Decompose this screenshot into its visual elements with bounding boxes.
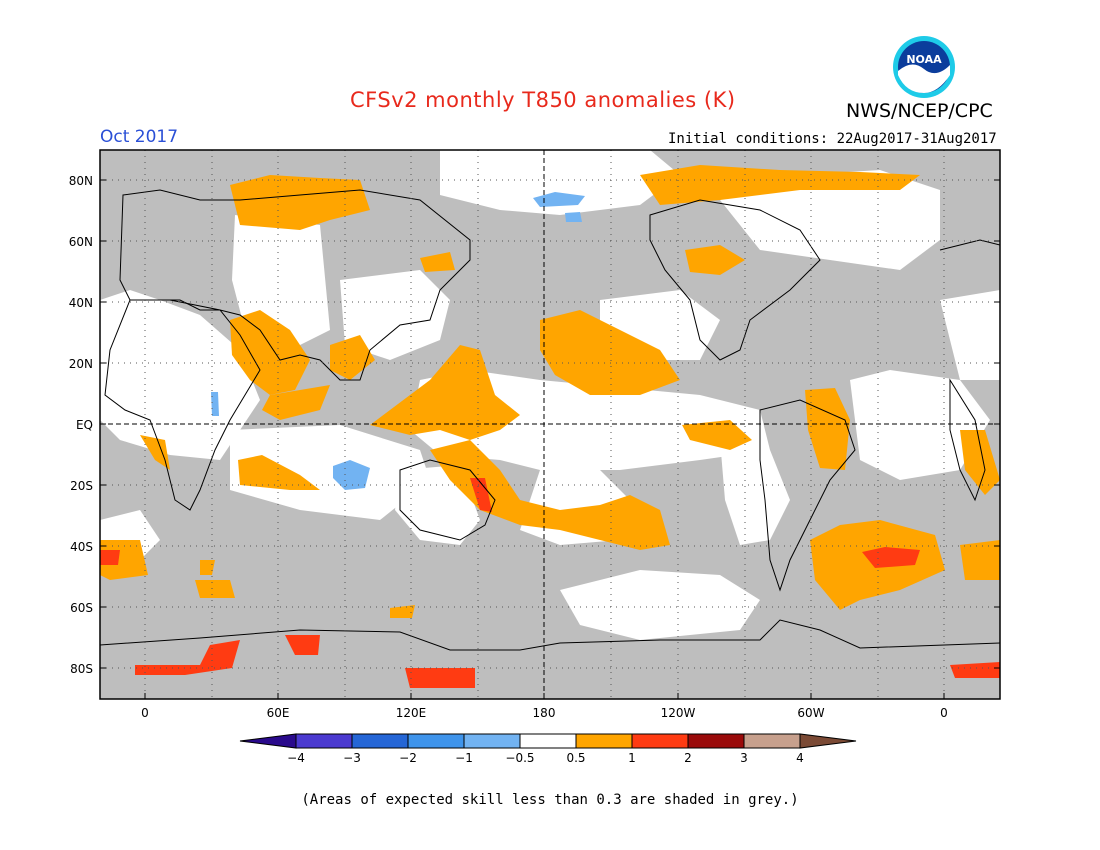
anomaly-shading bbox=[100, 150, 1000, 699]
lon-tick-label: 0 bbox=[940, 706, 948, 720]
colorbar-segment bbox=[575, 733, 633, 749]
organization-label: NWS/NCEP/CPC bbox=[846, 100, 993, 122]
lat-tick-label: EQ bbox=[76, 418, 93, 432]
colorbar-segments bbox=[239, 733, 857, 749]
colorbar-segment bbox=[743, 733, 801, 749]
initial-conditions: Initial conditions: 22Aug2017-31Aug2017 bbox=[668, 131, 997, 147]
warm-anomaly-1-2K bbox=[100, 478, 1000, 688]
latitude-ticks: 80N 60N 40N 20N EQ 20S 40S 60S 80S bbox=[69, 174, 1000, 676]
colorbar-segment bbox=[519, 733, 577, 749]
lon-tick-label: 180 bbox=[533, 706, 556, 720]
lat-tick-label: 40N bbox=[69, 296, 93, 310]
longitude-ticks: 0 60E 120E 180 120W 60W 0 bbox=[141, 693, 948, 720]
colorbar-label: −3 bbox=[343, 751, 361, 765]
colorbar-label: −4 bbox=[287, 751, 305, 765]
coastlines bbox=[100, 189, 1000, 651]
lat-tick-label: 20N bbox=[69, 357, 93, 371]
colorbar-segment bbox=[295, 733, 353, 749]
colorbar-segment bbox=[463, 733, 521, 749]
colorbar-segment bbox=[351, 733, 409, 749]
lon-tick-label: 0 bbox=[141, 706, 149, 720]
lon-tick-label: 60E bbox=[267, 706, 290, 720]
lon-tick-label: 60W bbox=[797, 706, 824, 720]
lat-tick-label: 80N bbox=[69, 174, 93, 188]
forecast-month: Oct 2017 bbox=[100, 127, 179, 147]
lat-tick-label: 80S bbox=[70, 662, 93, 676]
colorbar-label: −0.5 bbox=[505, 751, 534, 765]
colorbar-label: 3 bbox=[740, 751, 748, 765]
lat-tick-label: 60N bbox=[69, 235, 93, 249]
colorbar-segment bbox=[687, 733, 745, 749]
colorbar-arrow-high bbox=[799, 733, 857, 749]
lat-tick-label: 40S bbox=[70, 540, 93, 554]
noaa-logo: NOAA bbox=[893, 36, 955, 98]
colorbar: −4 −3 −2 −1 −0.5 0.5 1 2 3 4 bbox=[239, 733, 857, 765]
colorbar-label: 1 bbox=[628, 751, 636, 765]
lat-tick-label: 20S bbox=[70, 479, 93, 493]
colorbar-segment bbox=[407, 733, 465, 749]
lon-tick-label: 120E bbox=[396, 706, 427, 720]
colorbar-label: −2 bbox=[399, 751, 417, 765]
lat-tick-label: 60S bbox=[70, 601, 93, 615]
colorbar-label: −1 bbox=[455, 751, 473, 765]
colorbar-label: 2 bbox=[684, 751, 692, 765]
lon-tick-label: 120W bbox=[661, 706, 696, 720]
colorbar-arrow-low bbox=[239, 733, 297, 749]
cool-anomaly-0.5-1K bbox=[211, 192, 585, 490]
chart-title: CFSv2 monthly T850 anomalies (K) bbox=[350, 88, 736, 112]
svg-text:NOAA: NOAA bbox=[906, 53, 942, 66]
colorbar-labels: −4 −3 −2 −1 −0.5 0.5 1 2 3 4 bbox=[287, 751, 804, 765]
colorbar-label: 4 bbox=[796, 751, 804, 765]
colorbar-segment bbox=[631, 733, 689, 749]
graticule bbox=[100, 150, 1000, 699]
colorbar-label: 0.5 bbox=[566, 751, 585, 765]
anomaly-map: 80N 60N 40N 20N EQ 20S 40S 60S 80S 0 60E… bbox=[69, 149, 1001, 720]
skill-footnote: (Areas of expected skill less than 0.3 a… bbox=[301, 792, 799, 808]
